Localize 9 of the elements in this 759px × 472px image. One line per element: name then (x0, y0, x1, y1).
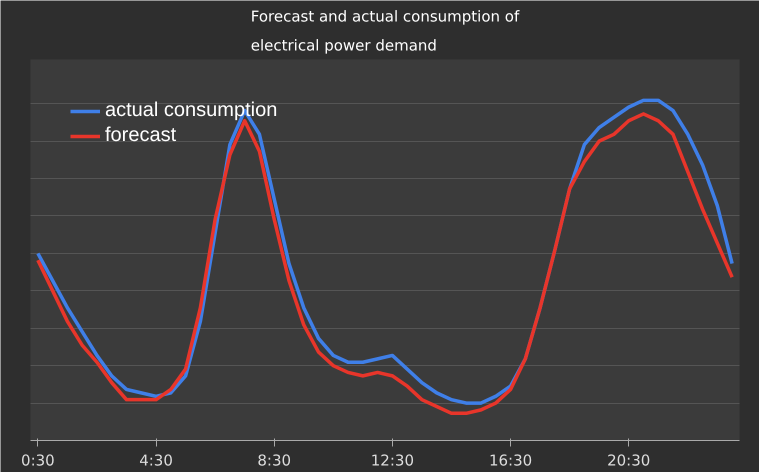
x-tick-label: 8:30 (257, 452, 292, 470)
legend-label: forecast (105, 124, 176, 147)
legend-label: actual consumption (105, 99, 278, 122)
chart-title: Forecast and actual consumption of electrical power demand (250, 8, 520, 54)
x-tick-label: 20:30 (607, 452, 650, 470)
x-tick-label: 0:30 (21, 452, 55, 470)
x-tick-label: 16:30 (488, 452, 532, 470)
x-tick-label: 4:30 (139, 452, 173, 470)
x-tick-label: 12:30 (370, 452, 414, 470)
